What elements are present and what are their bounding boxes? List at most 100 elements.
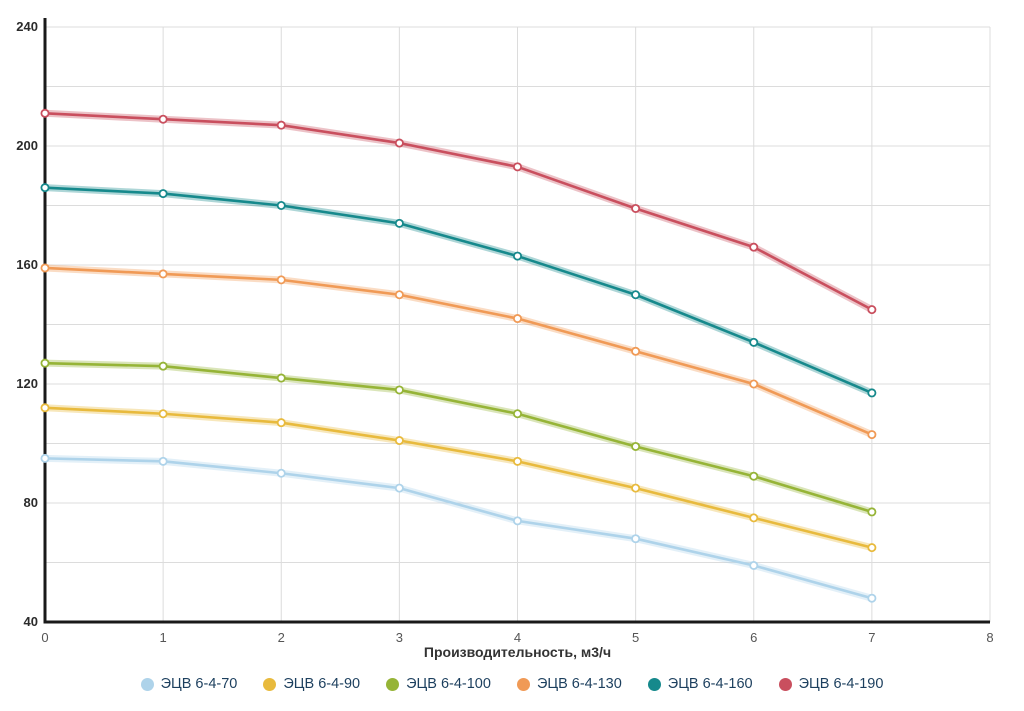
data-point[interactable] — [40, 263, 50, 273]
data-point[interactable] — [867, 543, 877, 553]
legend-swatch — [386, 677, 400, 691]
data-point[interactable] — [276, 275, 286, 285]
data-point[interactable] — [394, 138, 404, 148]
data-point[interactable] — [158, 361, 168, 371]
data-point[interactable] — [394, 436, 404, 446]
data-point[interactable] — [40, 403, 50, 413]
data-point[interactable] — [631, 290, 641, 300]
legend-item-2[interactable]: ЭЦВ 6-4-100 — [386, 676, 491, 692]
legend-item-3[interactable]: ЭЦВ 6-4-130 — [516, 676, 622, 692]
series-halo — [41, 264, 876, 439]
legend-swatch — [778, 677, 792, 691]
series-line — [43, 361, 874, 514]
series-3 — [40, 263, 877, 440]
data-point[interactable] — [158, 456, 168, 466]
legend: ЭЦВ 6-4-70 ЭЦВ 6-4-90 ЭЦВ 6-4-100 ЭЦВ 6-4-1… — [0, 676, 1024, 692]
data-point[interactable] — [513, 251, 523, 261]
data-point[interactable] — [513, 456, 523, 466]
data-point[interactable] — [867, 388, 877, 398]
data-point[interactable] — [394, 385, 404, 395]
data-point[interactable] — [394, 218, 404, 228]
legend-label: ЭЦВ 6-4-130 — [536, 676, 622, 692]
data-point[interactable] — [276, 418, 286, 428]
series-line — [43, 457, 874, 600]
legend-swatch — [647, 677, 661, 691]
legend-swatch — [140, 677, 154, 691]
data-point[interactable] — [513, 409, 523, 419]
x-tick-label: 2 — [278, 630, 285, 644]
data-point[interactable] — [749, 513, 759, 523]
data-point[interactable] — [276, 120, 286, 130]
y-tick-label: 80 — [24, 495, 38, 510]
data-point[interactable] — [394, 483, 404, 493]
series-line — [43, 186, 874, 395]
legend-swatch — [516, 677, 530, 691]
data-point[interactable] — [40, 183, 50, 193]
x-tick-label: 7 — [868, 630, 875, 644]
data-point[interactable] — [513, 516, 523, 526]
legend-label: ЭЦВ 6-4-100 — [406, 676, 491, 692]
data-point[interactable] — [867, 430, 877, 440]
x-tick-label: 3 — [396, 630, 403, 644]
y-tick-label: 240 — [16, 19, 38, 34]
x-tick-label: 5 — [632, 630, 639, 644]
legend-item-0[interactable]: ЭЦВ 6-4-70 — [140, 676, 238, 692]
data-point[interactable] — [631, 203, 641, 213]
data-point[interactable] — [867, 507, 877, 517]
data-point[interactable] — [40, 358, 50, 368]
series-5 — [40, 108, 877, 315]
x-tick-label: 4 — [514, 630, 521, 644]
data-point[interactable] — [276, 468, 286, 478]
y-tick-label: 200 — [16, 138, 38, 153]
x-tick-label: 1 — [160, 630, 167, 644]
series-1 — [40, 403, 877, 553]
data-point[interactable] — [158, 269, 168, 279]
x-tick-label: 6 — [750, 630, 757, 644]
data-point[interactable] — [749, 379, 759, 389]
legend-label: ЭЦВ 6-4-160 — [667, 676, 753, 692]
legend-label: ЭЦВ 6-4-190 — [798, 676, 884, 692]
legend-label: ЭЦВ 6-4-70 — [160, 676, 238, 692]
data-point[interactable] — [394, 290, 404, 300]
data-point[interactable] — [631, 346, 641, 356]
data-point[interactable] — [158, 114, 168, 124]
line-chart: 40 80 120 160 200 240 0 1 2 3 4 5 6 7 8 — [16, 18, 994, 644]
data-point[interactable] — [867, 593, 877, 603]
data-point[interactable] — [749, 560, 759, 570]
data-point[interactable] — [631, 483, 641, 493]
data-point[interactable] — [749, 337, 759, 347]
data-point[interactable] — [631, 441, 641, 451]
series-halo — [41, 109, 876, 314]
series-0 — [40, 453, 877, 603]
series-line — [43, 406, 874, 549]
data-point[interactable] — [158, 189, 168, 199]
legend-label: ЭЦВ 6-4-90 — [283, 676, 361, 692]
data-point[interactable] — [158, 409, 168, 419]
data-point[interactable] — [513, 162, 523, 172]
series-halo — [41, 184, 876, 397]
data-point[interactable] — [276, 373, 286, 383]
series-2 — [40, 358, 877, 517]
data-point[interactable] — [749, 471, 759, 481]
series-halo — [41, 454, 876, 602]
data-point[interactable] — [749, 242, 759, 252]
x-axis-title: Производительность, м3/ч — [423, 644, 612, 660]
data-point[interactable] — [276, 200, 286, 210]
series-line — [43, 111, 874, 311]
data-point[interactable] — [513, 314, 523, 324]
series-line — [43, 266, 874, 436]
legend-item-4[interactable]: ЭЦВ 6-4-160 — [647, 676, 753, 692]
data-point[interactable] — [40, 453, 50, 463]
data-point[interactable] — [40, 108, 50, 118]
x-tick-label: 0 — [41, 630, 48, 644]
y-tick-label: 160 — [16, 257, 38, 272]
y-tick-label: 40 — [24, 614, 38, 629]
legend-swatch — [263, 677, 277, 691]
x-tick-label: 8 — [986, 630, 993, 644]
legend-item-5[interactable]: ЭЦВ 6-4-190 — [778, 676, 884, 692]
y-tick-label: 120 — [16, 376, 38, 391]
data-point[interactable] — [631, 534, 641, 544]
legend-item-1[interactable]: ЭЦВ 6-4-90 — [263, 676, 360, 692]
data-point[interactable] — [867, 305, 877, 315]
